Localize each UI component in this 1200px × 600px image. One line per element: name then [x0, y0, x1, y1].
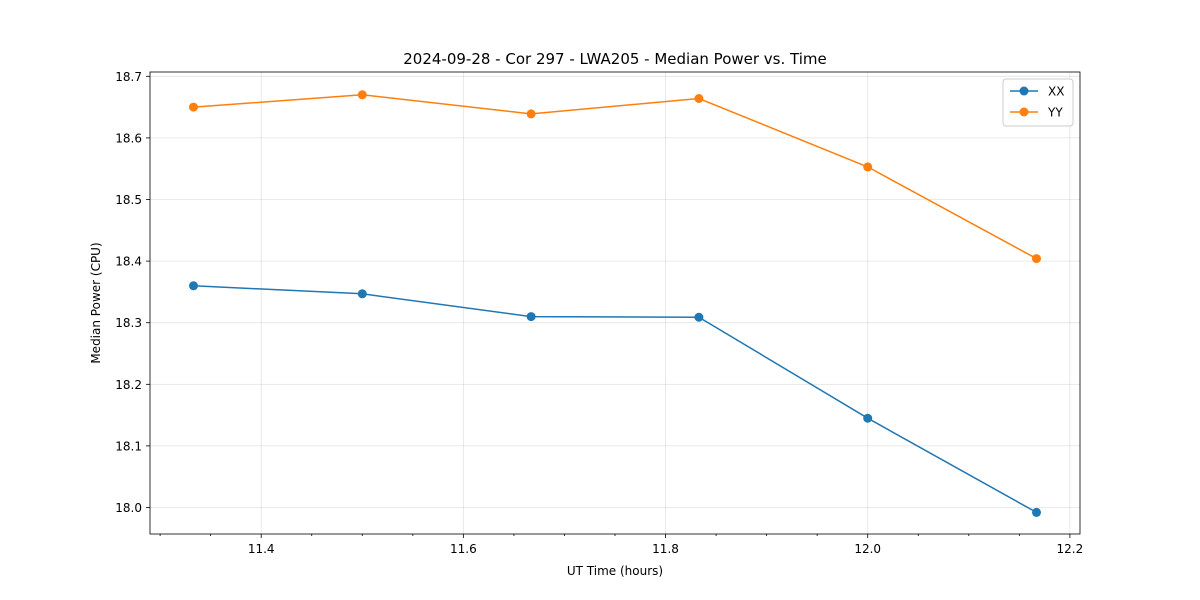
legend-marker-xx — [1019, 86, 1029, 96]
legend-marker-yy — [1019, 107, 1029, 117]
legend-label-xx: XX — [1048, 85, 1064, 99]
y-tick-label: 18.5 — [115, 193, 142, 207]
y-tick-label: 18.0 — [115, 501, 142, 515]
data-point-yy — [863, 162, 873, 172]
y-axis: 18.0 18.1 18.2 18.3 18.4 18.5 18.6 18.7 — [115, 70, 150, 515]
data-point-yy — [1032, 254, 1041, 264]
legend: XX YY — [1002, 78, 1074, 127]
data-point-yy — [694, 94, 704, 103]
data-point-yy — [526, 109, 536, 119]
plot-series — [189, 90, 1041, 517]
chart-title: 2024-09-28 - Cor 297 - LWA205 - Median P… — [403, 50, 827, 68]
y-tick-label: 18.1 — [115, 439, 142, 453]
x-tick-label: 12.2 — [1057, 542, 1084, 556]
x-tick-label: 11.6 — [450, 542, 477, 556]
y-tick-label: 18.3 — [115, 316, 142, 330]
x-tick-label: 11.8 — [652, 542, 679, 556]
y-tick-label: 18.4 — [115, 255, 142, 269]
data-point-xx — [357, 289, 367, 299]
data-point-xx — [526, 312, 536, 322]
x-tick-label: 12.0 — [854, 542, 881, 556]
y-tick-label: 18.2 — [115, 378, 142, 392]
series-line-xx — [193, 285, 1037, 514]
y-tick-label: 18.7 — [115, 70, 142, 84]
data-point-yy — [189, 102, 198, 112]
legend-label-yy: YY — [1047, 106, 1063, 120]
data-point-xx — [694, 312, 704, 322]
x-axis-label: UT Time (hours) — [567, 564, 663, 578]
data-point-xx — [1032, 507, 1041, 517]
y-axis-label: Median Power (CPU) — [89, 242, 103, 363]
data-point-xx — [863, 413, 873, 423]
data-point-xx — [189, 281, 198, 291]
grid — [150, 72, 1080, 534]
series-line-yy — [193, 94, 1037, 260]
x-axis: 11.4 11.6 11.8 12.0 12.2 — [159, 534, 1084, 556]
data-point-yy — [357, 90, 367, 100]
x-tick-label: 11.4 — [248, 542, 275, 556]
y-tick-label: 18.6 — [115, 131, 142, 145]
